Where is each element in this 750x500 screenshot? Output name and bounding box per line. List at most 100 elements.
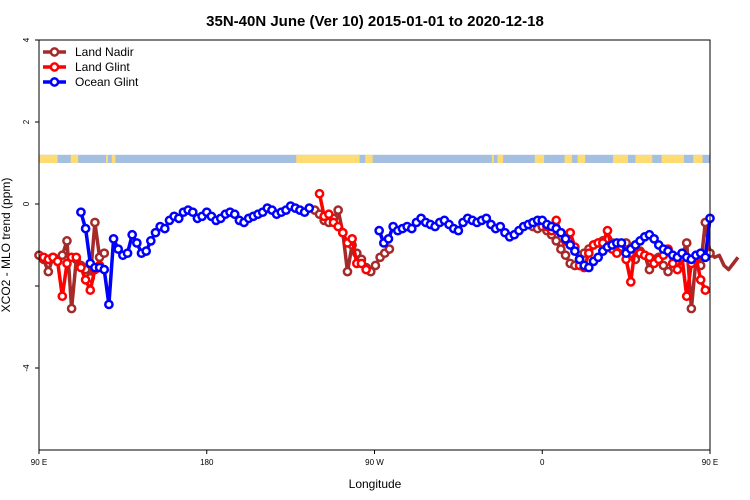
band-land-segment — [577, 154, 586, 163]
data-point — [145, 236, 156, 246]
data-point — [57, 250, 68, 261]
data-point — [481, 213, 492, 224]
data-point — [90, 217, 100, 228]
data-point — [99, 248, 110, 259]
data-point — [80, 275, 91, 285]
x-tick-label: 180 — [200, 458, 214, 467]
data-point — [122, 248, 133, 259]
data-point — [333, 221, 344, 232]
band-land-segment — [661, 154, 684, 163]
band-land-segment — [497, 154, 504, 163]
data-point — [583, 262, 594, 273]
data-point — [62, 258, 72, 269]
data-point — [495, 221, 506, 232]
legend-swatch-marker — [49, 62, 60, 72]
data-point — [333, 205, 344, 215]
data-point — [141, 246, 152, 256]
data-point — [570, 246, 580, 256]
data-point — [663, 266, 673, 277]
data-point — [159, 223, 170, 234]
data-point — [323, 209, 334, 220]
legend-swatch-marker — [49, 47, 60, 57]
data-point — [99, 264, 110, 275]
data-point — [342, 266, 353, 277]
data-point — [62, 236, 72, 246]
data-point — [565, 240, 576, 250]
data-point — [127, 229, 138, 240]
band-land-segment — [534, 154, 545, 163]
data-point — [565, 227, 576, 238]
data-point — [108, 234, 119, 244]
data-point — [361, 264, 371, 275]
data-point — [625, 277, 636, 287]
data-point — [551, 236, 562, 246]
data-point — [681, 238, 692, 248]
data-point — [560, 234, 571, 244]
data-point — [43, 266, 54, 277]
data-point — [700, 285, 711, 295]
data-point — [560, 250, 571, 261]
x-tick-label: 90 W — [365, 458, 384, 467]
data-point — [611, 248, 622, 259]
data-point — [304, 203, 315, 213]
data-point — [616, 238, 627, 248]
data-point — [132, 238, 142, 248]
data-point — [52, 256, 63, 267]
band-land-segment — [296, 154, 360, 163]
legend-label: Ocean Glint — [75, 75, 139, 89]
data-point — [104, 299, 114, 310]
data-point — [314, 188, 325, 199]
band-land-segment — [111, 154, 116, 163]
data-point — [686, 303, 697, 314]
band-land-segment — [693, 154, 703, 163]
band-land-segment — [365, 154, 373, 163]
data-point — [695, 275, 706, 285]
data-point — [229, 209, 240, 220]
y-tick-label: 0 — [22, 201, 31, 206]
data-point — [658, 260, 669, 271]
data-point — [370, 260, 381, 271]
data-point — [374, 225, 385, 236]
data-point — [383, 234, 394, 244]
chart-title: 35N-40N June (Ver 10) 2015-01-01 to 2020… — [206, 13, 544, 30]
data-point — [384, 244, 395, 254]
plot-border — [38, 39, 711, 451]
data-point — [337, 227, 348, 238]
data-point — [76, 207, 86, 218]
data-point — [649, 234, 659, 244]
data-point — [681, 291, 692, 302]
x-tick-label: 90 E — [702, 458, 718, 467]
band-land-segment — [613, 154, 628, 163]
land-ocean-band — [39, 154, 710, 163]
data-point — [556, 227, 566, 238]
band-ocean — [39, 154, 710, 163]
data-point — [173, 213, 184, 224]
data-point — [187, 207, 198, 218]
y-tick-label: 2 — [22, 119, 31, 124]
data-point — [556, 244, 566, 254]
data-point — [574, 254, 585, 265]
data-point — [602, 225, 613, 236]
data-point — [583, 248, 594, 259]
band-land-segment — [106, 154, 108, 163]
data-point — [644, 264, 655, 275]
data-point — [453, 225, 464, 236]
data-point — [593, 252, 604, 263]
y-tick-label: 4 — [22, 37, 31, 42]
y-tick-label: -4 — [22, 364, 31, 372]
legend-swatch-marker — [49, 77, 60, 87]
series-layer — [34, 188, 740, 314]
band-land-segment — [635, 154, 653, 163]
data-point — [406, 223, 417, 234]
y-axis-label: XCO2 - MLO trend (ppm) — [0, 178, 13, 313]
data-point — [672, 264, 683, 275]
axes: 90 E 180 90 W 0 90 E -4 0 2 4 — [22, 37, 718, 467]
data-point — [80, 223, 91, 234]
data-point — [71, 252, 82, 263]
data-point — [644, 252, 655, 263]
data-point — [113, 244, 124, 254]
data-point — [356, 258, 367, 269]
x-tick-label: 0 — [540, 458, 545, 467]
